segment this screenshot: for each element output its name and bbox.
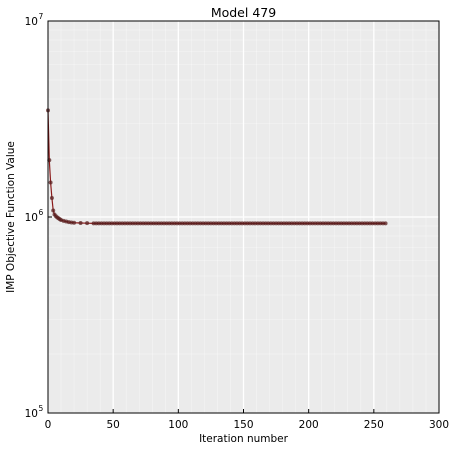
y-tick-exponent: 5 (39, 404, 44, 413)
x-tick-label: 50 (106, 419, 119, 431)
y-tick-label: 10 (25, 212, 38, 224)
y-tick-label: 10 (25, 408, 38, 420)
x-tick-label: 0 (45, 419, 52, 431)
x-tick-label: 250 (364, 419, 384, 431)
chart-title: Model 479 (211, 5, 276, 20)
data-point (49, 196, 54, 201)
x-tick-label: 100 (168, 419, 188, 431)
data-point (48, 180, 53, 185)
data-point (51, 208, 56, 213)
y-tick-label: 10 (25, 16, 38, 28)
y-tick-exponent: 6 (39, 208, 44, 217)
data-point (383, 221, 388, 226)
y-axis-label: IMP Objective Function Value (5, 141, 17, 293)
x-axis-label: Iteration number (199, 433, 289, 445)
x-tick-label: 200 (299, 419, 319, 431)
x-axis-ticks: 0 50 100 150 200 250 300 (45, 409, 449, 431)
data-point (78, 220, 83, 225)
data-point (72, 220, 77, 225)
y-tick-exponent: 7 (39, 12, 44, 21)
series-markers (46, 108, 388, 226)
data-point (85, 221, 90, 226)
x-tick-label: 150 (233, 419, 253, 431)
x-tick-label: 300 (429, 419, 449, 431)
